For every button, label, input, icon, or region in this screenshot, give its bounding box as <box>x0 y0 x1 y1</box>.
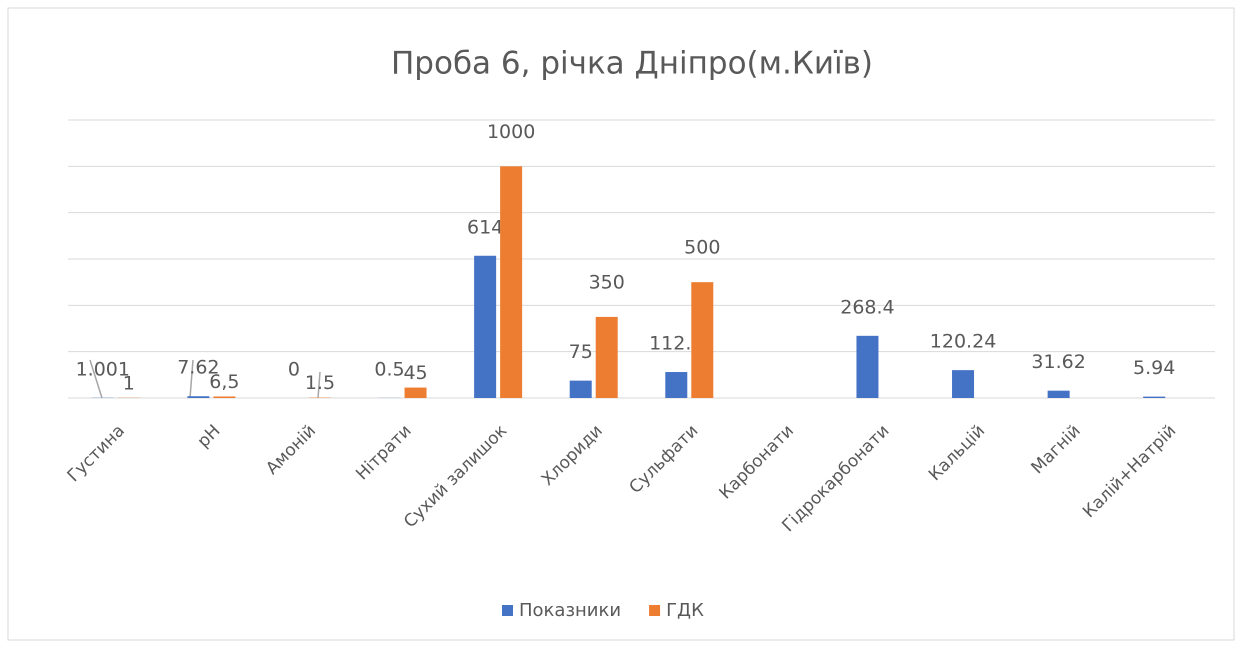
legend-label: Показники <box>519 600 621 621</box>
bar <box>1143 396 1166 398</box>
bar <box>569 380 592 398</box>
data-label: 75 <box>569 341 593 363</box>
leader-lines <box>89 359 321 399</box>
data-label: 31.62 <box>1031 351 1085 373</box>
data-label: 45 <box>403 362 427 384</box>
bar <box>404 387 427 398</box>
data-label: 0.5 <box>374 358 404 380</box>
data-label: 1000 <box>487 121 535 143</box>
data-label: 6,5 <box>209 371 239 393</box>
bar <box>474 255 497 398</box>
data-label: 1 <box>123 372 135 394</box>
legend-swatch <box>502 605 513 616</box>
data-label: 7.62 <box>177 357 219 379</box>
data-label: 5.94 <box>1133 357 1175 379</box>
bar <box>595 316 618 398</box>
bar <box>187 396 210 398</box>
bar <box>665 372 688 398</box>
data-label: 0 <box>288 359 300 381</box>
bar <box>213 396 236 398</box>
data-label: 500 <box>684 237 720 259</box>
bar <box>691 282 714 398</box>
data-label: 614 <box>467 216 503 238</box>
data-label: 120.24 <box>930 331 996 353</box>
bar <box>856 335 879 398</box>
data-label: 112.1 <box>649 333 703 355</box>
bar <box>952 370 975 398</box>
data-label: 268.4 <box>840 296 894 318</box>
bar <box>500 166 523 398</box>
bar <box>1047 390 1070 398</box>
chart-title: Проба 6, річка Дніпро(м.Київ) <box>391 46 873 82</box>
data-label: 350 <box>589 271 625 293</box>
data-label: 1.5 <box>305 372 335 394</box>
chart-frame <box>7 7 1235 641</box>
legend-swatch <box>649 605 661 616</box>
legend-label: ГДК <box>666 600 704 621</box>
data-label: 1.001 <box>76 358 130 380</box>
